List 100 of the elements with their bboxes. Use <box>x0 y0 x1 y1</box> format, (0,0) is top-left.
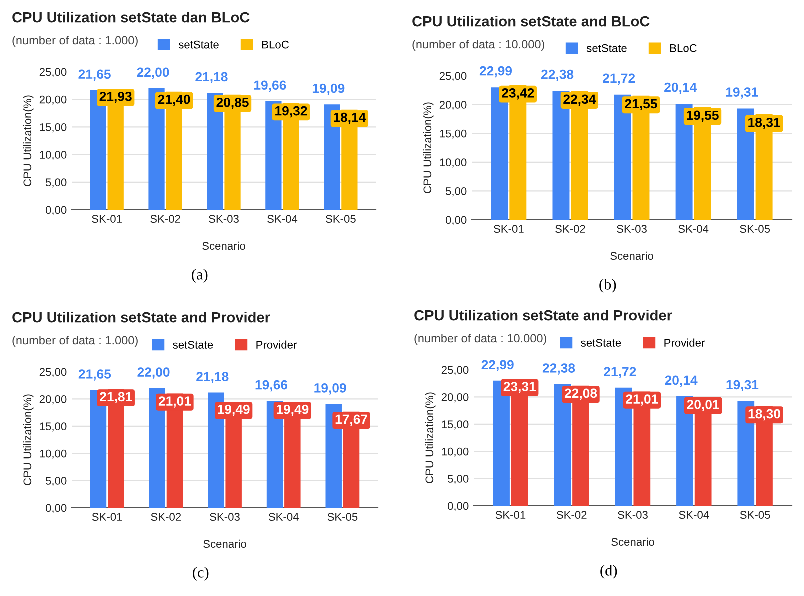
chart-subtitle: (number of data : 10.000) <box>412 40 544 51</box>
data-label: 19,66 <box>256 380 288 392</box>
chart-title: CPU Utilization setState dan BLoC <box>12 12 250 23</box>
y-tick-label: 25,00 <box>442 366 469 376</box>
text: (a) <box>192 269 208 283</box>
legend-label: setState <box>581 339 622 347</box>
x-tick-label: SK-03 <box>209 215 239 224</box>
data-label: 23,42 <box>502 88 534 100</box>
data-label: 21,72 <box>603 74 636 85</box>
data-label: 19,31 <box>726 380 759 392</box>
data-label: 20,01 <box>687 400 720 412</box>
data-label: 21,72 <box>604 367 636 378</box>
y-tick-label: 20,00 <box>40 395 67 405</box>
data-label: 22,99 <box>480 66 512 78</box>
y-tick-label: 25,00 <box>440 72 467 82</box>
data-label: 18,14 <box>334 112 366 124</box>
data-label: 19,09 <box>314 383 346 395</box>
y-tick-label: 15,00 <box>440 130 467 140</box>
y-tick-label: 0,00 <box>46 206 67 216</box>
data-label: 20,14 <box>664 82 698 94</box>
y-tick-label: 5,00 <box>46 178 67 188</box>
y-tick-label: 10,00 <box>40 151 67 160</box>
data-label: 21,65 <box>78 370 112 381</box>
x-axis-title: Scenario <box>204 540 246 548</box>
data-label: 19,49 <box>276 404 309 416</box>
text: (b) <box>600 279 616 293</box>
x-tick-label: SK-05 <box>328 513 358 522</box>
x-tick-label: SK-02 <box>556 511 587 520</box>
y-tick-label: 5,00 <box>448 475 469 484</box>
legend-label: setState <box>178 40 219 49</box>
data-label: 19,31 <box>726 88 758 99</box>
y-tick-label: 0,00 <box>446 216 467 226</box>
text: (d) <box>600 565 618 579</box>
data-label: 21,01 <box>626 394 658 406</box>
data-label: 21,40 <box>158 94 190 106</box>
data-label: 19,09 <box>312 84 345 96</box>
data-label: 19,49 <box>218 404 250 416</box>
x-tick-label: SK-04 <box>679 511 710 520</box>
data-label: 21,81 <box>100 392 132 404</box>
data-label: 22,99 <box>482 360 514 372</box>
data-label: 21,93 <box>100 92 132 104</box>
x-tick-label: SK-01 <box>494 225 524 234</box>
y-axis-title: CPU Utilization(%) <box>23 96 34 186</box>
data-label: 19,32 <box>276 106 308 118</box>
y-axis-title: CPU Utilization(%) <box>423 102 434 194</box>
data-label: 21,01 <box>158 396 192 408</box>
x-tick-label: SK-05 <box>740 225 770 234</box>
chart-title: CPU Utilization setState and BLoC <box>412 16 650 27</box>
y-tick-label: 15,00 <box>40 123 67 133</box>
data-label: 21,18 <box>196 72 228 84</box>
y-tick-label: 15,00 <box>442 420 469 430</box>
y-tick-label: 5,00 <box>446 187 467 197</box>
legend-label: Provider <box>664 338 705 347</box>
data-label: 22,08 <box>564 388 598 400</box>
data-label: 20,85 <box>216 98 249 110</box>
y-tick-label: 5,00 <box>46 477 67 486</box>
data-label: 19,55 <box>687 110 719 122</box>
data-label: 22,38 <box>542 364 576 375</box>
x-tick-label: SK-01 <box>92 513 122 522</box>
y-tick-label: 15,00 <box>40 422 67 432</box>
x-tick-label: SK-05 <box>326 215 356 224</box>
data-label: 21,18 <box>196 372 229 384</box>
data-label: 17,67 <box>336 414 368 426</box>
chart-title: CPU Utilization setState and Provider <box>12 312 270 323</box>
data-label: 22,00 <box>137 68 170 80</box>
legend-label: setState <box>586 44 627 52</box>
y-tick-label: 0,00 <box>46 504 67 514</box>
chart-subtitle: (number of data : 1.000) <box>12 36 138 47</box>
y-tick-label: 20,00 <box>442 393 469 403</box>
legend-label: BLoC <box>262 40 289 49</box>
x-axis-title: Scenario <box>202 242 246 250</box>
x-tick-label: SK-02 <box>151 513 182 522</box>
x-axis-title: Scenario <box>610 252 654 260</box>
data-label: 18,30 <box>748 409 780 421</box>
x-tick-label: SK-05 <box>740 511 770 520</box>
y-tick-label: 20,00 <box>40 96 67 106</box>
legend-label: BLoC <box>670 44 697 52</box>
chart-subtitle: (number of data : 10.000) <box>414 334 546 345</box>
x-tick-label: SK-01 <box>496 511 526 520</box>
data-label: 18,31 <box>748 118 780 130</box>
y-tick-label: 20,00 <box>440 101 467 110</box>
y-tick-label: 25,00 <box>40 68 67 78</box>
data-label: 22,00 <box>138 368 170 379</box>
x-tick-label: SK-02 <box>556 225 586 234</box>
legend-label: setState <box>173 341 214 349</box>
data-label: 23,31 <box>504 382 536 394</box>
y-axis-title: CPU Utilization(%) <box>23 394 34 486</box>
x-axis-title: Scenario <box>612 538 654 546</box>
y-tick-label: 10,00 <box>440 158 467 168</box>
data-label: 21,65 <box>78 70 111 81</box>
chart-title: CPU Utilization setState and Provider <box>414 310 672 321</box>
data-label: 20,14 <box>665 376 698 388</box>
data-label: 22,34 <box>564 94 596 106</box>
x-tick-label: SK-01 <box>92 215 122 224</box>
y-axis-title: CPU Utilization(%) <box>425 392 436 484</box>
x-tick-label: SK-03 <box>210 513 240 522</box>
x-tick-label: SK-03 <box>617 225 647 234</box>
legend-label: Provider <box>256 340 297 349</box>
x-tick-label: SK-03 <box>618 511 648 520</box>
x-tick-label: SK-04 <box>268 215 298 224</box>
